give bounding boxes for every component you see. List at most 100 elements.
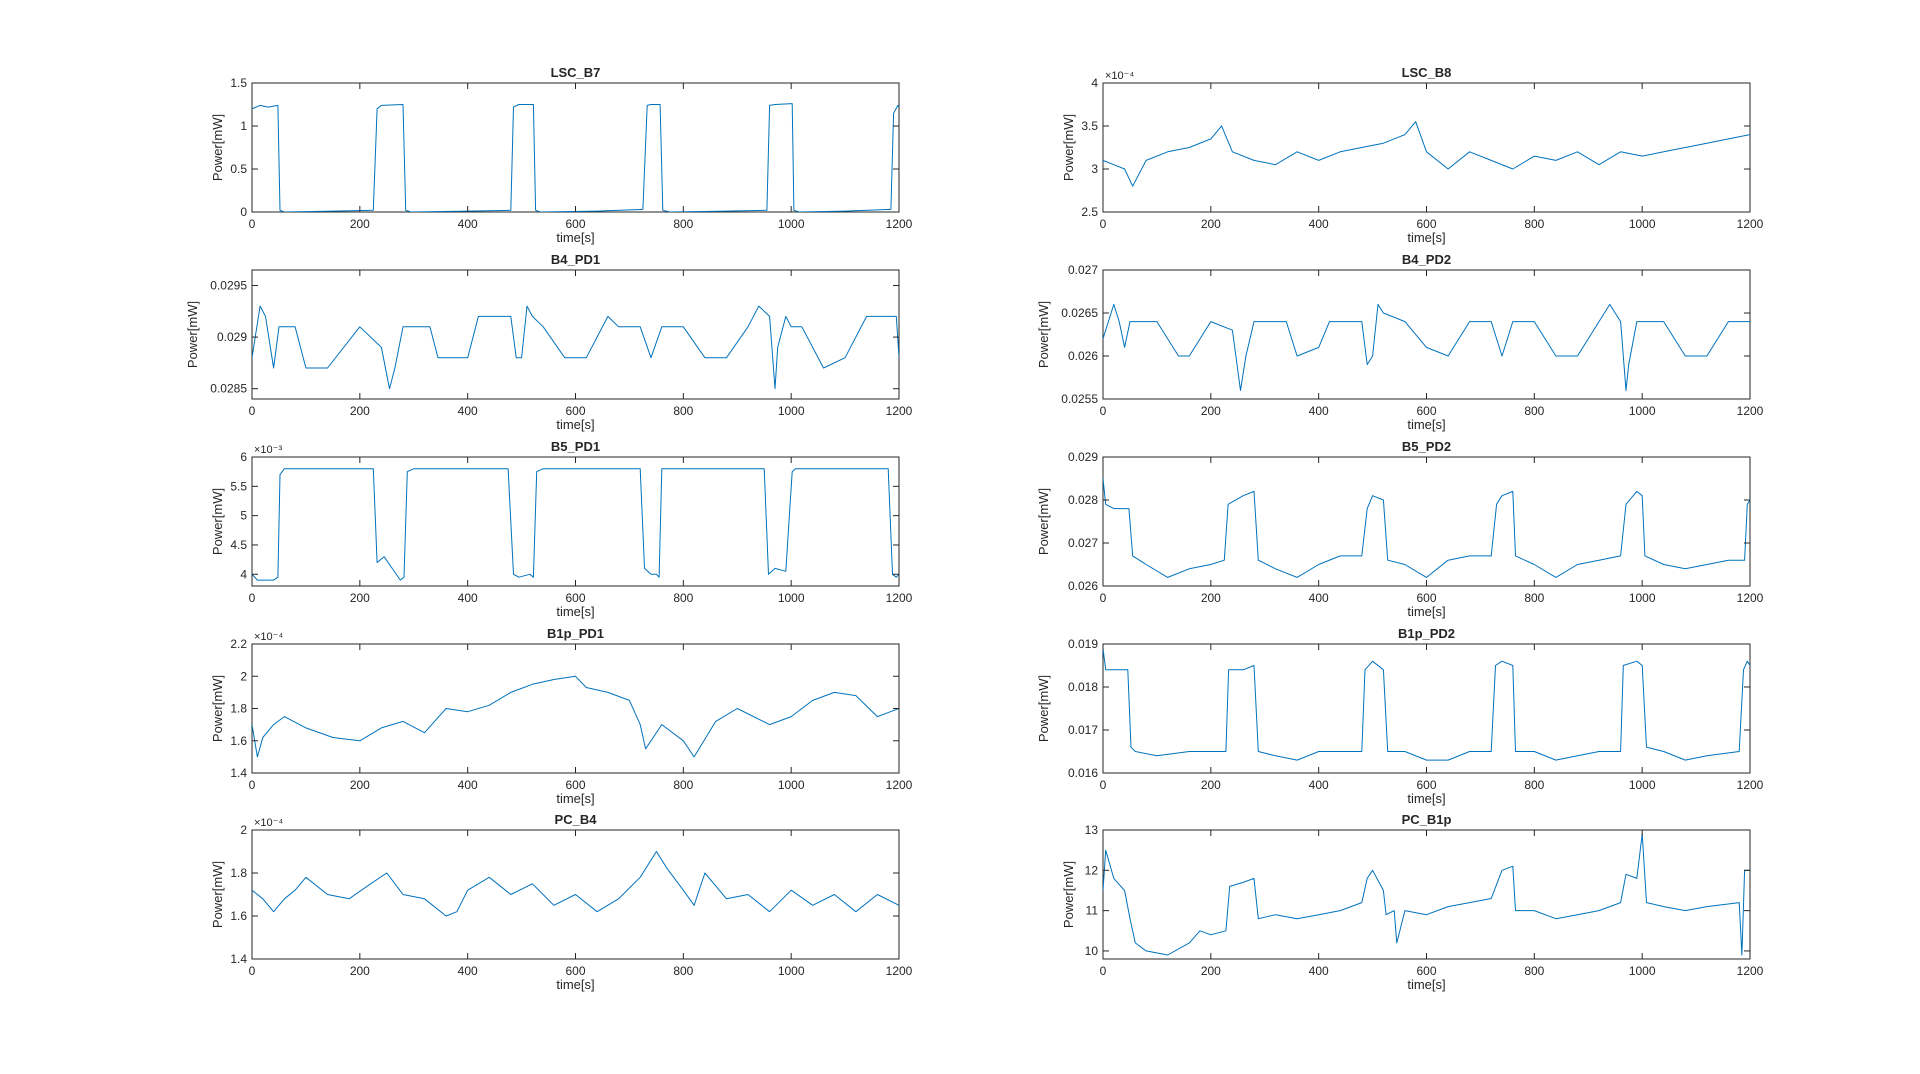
y-axis-label: Power[mW] — [210, 488, 225, 555]
x-tick-label: 1000 — [1629, 217, 1656, 231]
y-axis-label: Power[mW] — [210, 114, 225, 181]
y-tick-label: 1.4 — [230, 952, 247, 966]
x-tick-label: 0 — [1100, 964, 1107, 978]
y-tick-label: 0.028 — [1068, 493, 1098, 507]
x-tick-label: 0 — [249, 404, 256, 418]
y-tick-label: 2.2 — [230, 637, 247, 651]
x-axis-label: time[s] — [556, 977, 594, 992]
y-tick-label: 0.026 — [1068, 579, 1098, 593]
x-axis-label: time[s] — [1407, 417, 1445, 432]
subplot-title: B4_PD2 — [1402, 252, 1451, 267]
y-tick-label: 12 — [1085, 863, 1099, 877]
plot-area — [251, 643, 900, 774]
x-axis-label: time[s] — [556, 417, 594, 432]
x-tick-label: 0 — [1100, 404, 1107, 418]
y-tick-label: 0.027 — [1068, 536, 1098, 550]
y-tick-label: 1.6 — [230, 734, 247, 748]
y-tick-label: 2 — [240, 669, 247, 683]
y-tick-label: 1.4 — [230, 766, 247, 780]
subplot-lsc-b8: 0 200 400 600 800 1000 1200 2.5 3 3.5 4 ×10⁻⁴ LSC_B8… — [1061, 65, 1764, 245]
x-tick-label: 400 — [1309, 778, 1329, 792]
x-tick-label: 800 — [1524, 778, 1544, 792]
y-tick-label: 0 — [240, 205, 247, 219]
x-tick-label: 400 — [1309, 964, 1329, 978]
y-axis-exponent: ×10⁻⁴ — [1105, 70, 1134, 82]
x-tick-label: 400 — [458, 964, 478, 978]
y-tick-label: 4 — [1091, 76, 1098, 90]
y-tick-label: 0.027 — [1068, 263, 1098, 277]
series-line — [1103, 303, 1750, 391]
x-tick-label: 200 — [1201, 217, 1221, 231]
x-tick-label: 600 — [1416, 217, 1436, 231]
x-tick-label: 200 — [1201, 964, 1221, 978]
subplot-title: PC_B1p — [1402, 812, 1452, 827]
y-tick-label: 0.0255 — [1061, 392, 1098, 406]
y-tick-label: 1 — [240, 119, 247, 133]
x-tick-label: 1200 — [886, 964, 913, 978]
plot-area — [251, 82, 900, 213]
x-tick-label: 200 — [1201, 778, 1221, 792]
x-tick-label: 1200 — [886, 778, 913, 792]
x-tick-label: 200 — [350, 404, 370, 418]
series-line — [1103, 833, 1750, 956]
x-tick-label: 1200 — [1737, 217, 1764, 231]
y-tick-label: 0.019 — [1068, 637, 1098, 651]
x-tick-label: 1000 — [778, 404, 805, 418]
x-tick-label: 0 — [249, 778, 256, 792]
x-tick-label: 400 — [1309, 404, 1329, 418]
x-tick-label: 600 — [565, 778, 585, 792]
y-axis-label: Power[mW] — [1036, 301, 1051, 368]
x-tick-label: 0 — [1100, 591, 1107, 605]
x-tick-label: 0 — [249, 217, 256, 231]
subplot-title: B5_PD1 — [551, 439, 600, 454]
x-tick-label: 1000 — [778, 964, 805, 978]
series-line — [252, 103, 899, 212]
x-tick-label: 800 — [1524, 217, 1544, 231]
y-tick-label: 11 — [1086, 904, 1099, 918]
subplot-b1p-pd1: 0 200 400 600 800 1000 1200 1.4 1.6 1.8 2 2.2 ×10⁻⁴ B… — [210, 626, 913, 806]
y-axis-label: Power[mW] — [1061, 861, 1076, 928]
x-axis-label: time[s] — [556, 604, 594, 619]
subplot-title: LSC_B7 — [551, 65, 601, 80]
y-tick-label: 1.8 — [230, 702, 247, 716]
subplot-lsc-b7: 0 200 400 600 800 1000 1200 0 0.5 1 1.5 LSC_B7 time[… — [210, 65, 913, 245]
x-tick-label: 600 — [1416, 404, 1436, 418]
x-tick-label: 600 — [1416, 591, 1436, 605]
x-tick-label: 600 — [1416, 778, 1436, 792]
x-axis-label: time[s] — [556, 791, 594, 806]
y-tick-label: 5 — [240, 509, 247, 523]
y-axis-label: Power[mW] — [210, 675, 225, 742]
x-tick-label: 800 — [673, 591, 693, 605]
x-tick-label: 1200 — [1737, 964, 1764, 978]
x-tick-label: 600 — [565, 964, 585, 978]
x-tick-label: 1000 — [1629, 778, 1656, 792]
x-tick-label: 800 — [673, 217, 693, 231]
x-tick-label: 200 — [1201, 404, 1221, 418]
y-tick-label: 4.5 — [230, 538, 247, 552]
y-tick-label: 0.0285 — [210, 382, 247, 396]
x-tick-label: 600 — [565, 591, 585, 605]
y-tick-label: 3 — [1091, 162, 1098, 176]
subplot-title: B1p_PD2 — [1398, 626, 1455, 641]
subplot-b5-pd2: 0 200 400 600 800 1000 1200 0.026 0.027 0.028 0.02… — [1036, 439, 1764, 619]
y-tick-label: 13 — [1085, 823, 1099, 837]
subplot-title: B5_PD2 — [1402, 439, 1451, 454]
subplot-b1p-pd2: 0 200 400 600 800 1000 1200 0.016 0.017 0.018 0.01… — [1036, 626, 1764, 806]
y-axis-exponent: ×10⁻⁴ — [254, 817, 283, 829]
plot-area — [251, 269, 900, 400]
x-tick-label: 1200 — [1737, 404, 1764, 418]
x-tick-label: 200 — [1201, 591, 1221, 605]
x-tick-label: 0 — [249, 591, 256, 605]
x-tick-label: 600 — [565, 217, 585, 231]
x-tick-label: 400 — [458, 591, 478, 605]
y-tick-label: 0.016 — [1068, 766, 1098, 780]
x-tick-label: 1000 — [778, 591, 805, 605]
x-tick-label: 1200 — [1737, 778, 1764, 792]
subplot-pc-b1p: 0 200 400 600 800 1000 1200 10 11 12 13 PC_B1p time[… — [1061, 812, 1764, 992]
x-tick-label: 800 — [673, 964, 693, 978]
series-line — [252, 851, 899, 917]
x-axis-label: time[s] — [1407, 977, 1445, 992]
x-tick-label: 600 — [565, 404, 585, 418]
y-axis-label: Power[mW] — [1036, 488, 1051, 555]
